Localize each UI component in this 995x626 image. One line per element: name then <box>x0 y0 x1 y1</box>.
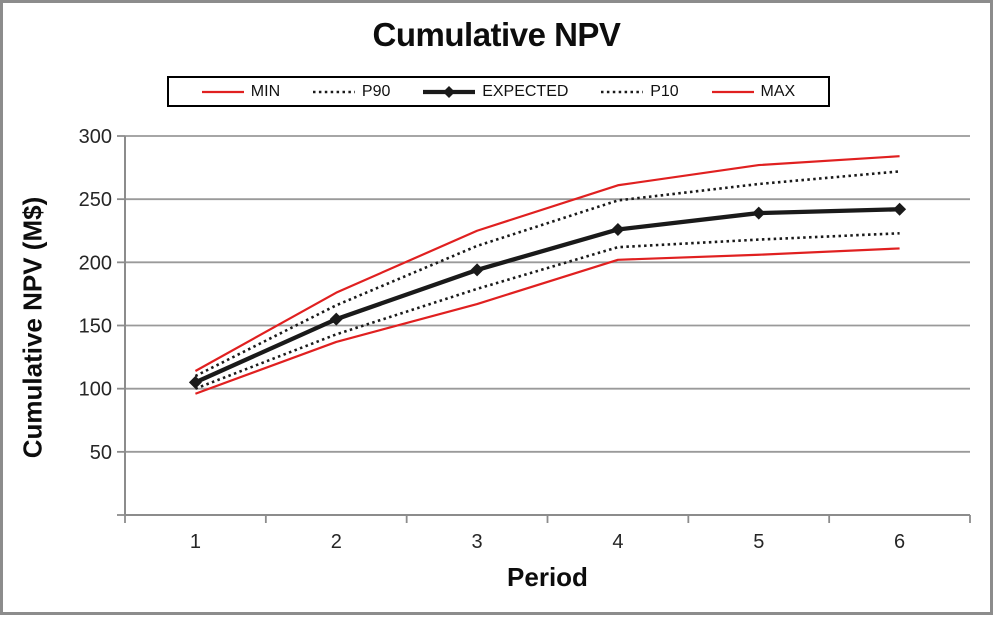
legend-label: P90 <box>361 82 391 100</box>
series-expected-marker-5 <box>752 206 766 220</box>
x-tick-label-6: 6 <box>894 531 905 553</box>
legend-item-min: MIN <box>201 82 281 101</box>
x-tick-label-3: 3 <box>472 531 483 553</box>
series-expected-marker-3 <box>470 263 484 277</box>
series-expected-marker-2 <box>329 312 343 326</box>
y-tick-label-150: 150 <box>79 316 112 338</box>
series-p90-line <box>194 170 900 378</box>
legend-item-expected: EXPECTED <box>423 83 568 101</box>
y-tick-label-200: 200 <box>79 252 112 274</box>
legend-swatch-max-line <box>711 90 754 93</box>
series-max-line <box>194 155 900 372</box>
legend-item-p90: P90 <box>312 82 391 101</box>
series-min-line <box>195 247 900 395</box>
series-expected-marker-6 <box>893 202 907 216</box>
series-expected-marker-1 <box>188 375 202 389</box>
legend-item-max: MAX <box>711 82 796 101</box>
x-tick-label-4: 4 <box>612 531 623 553</box>
y-tick-label-300: 300 <box>79 126 112 148</box>
legend-swatch-p90-line <box>312 90 355 93</box>
series-expected-marker-4 <box>611 222 625 236</box>
x-tick-label-1: 1 <box>190 531 201 553</box>
y-tick-label-50: 50 <box>90 442 112 464</box>
legend-swatch-expected-line <box>423 85 476 98</box>
legend: MIN P90 EXPECTED P10 MAX <box>167 76 830 107</box>
legend-label: MAX <box>760 82 796 100</box>
legend-label: MIN <box>250 82 281 100</box>
legend-swatch-p10-line <box>601 90 644 93</box>
x-tick-label-2: 2 <box>331 531 342 553</box>
series-expected-line <box>194 207 900 385</box>
legend-diamond-icon <box>443 85 456 98</box>
x-axis-title: Period <box>507 562 588 592</box>
y-tick-label-100: 100 <box>79 379 112 401</box>
legend-label: P10 <box>650 82 679 100</box>
legend-item-p10: P10 <box>601 82 679 101</box>
legend-label: EXPECTED <box>482 82 569 100</box>
y-tick-label-250: 250 <box>79 189 112 211</box>
legend-swatch-min-line <box>201 90 244 93</box>
chart-title: Cumulative NPV <box>372 16 621 53</box>
series-p10-line <box>194 231 900 390</box>
x-tick-label-5: 5 <box>753 531 764 553</box>
